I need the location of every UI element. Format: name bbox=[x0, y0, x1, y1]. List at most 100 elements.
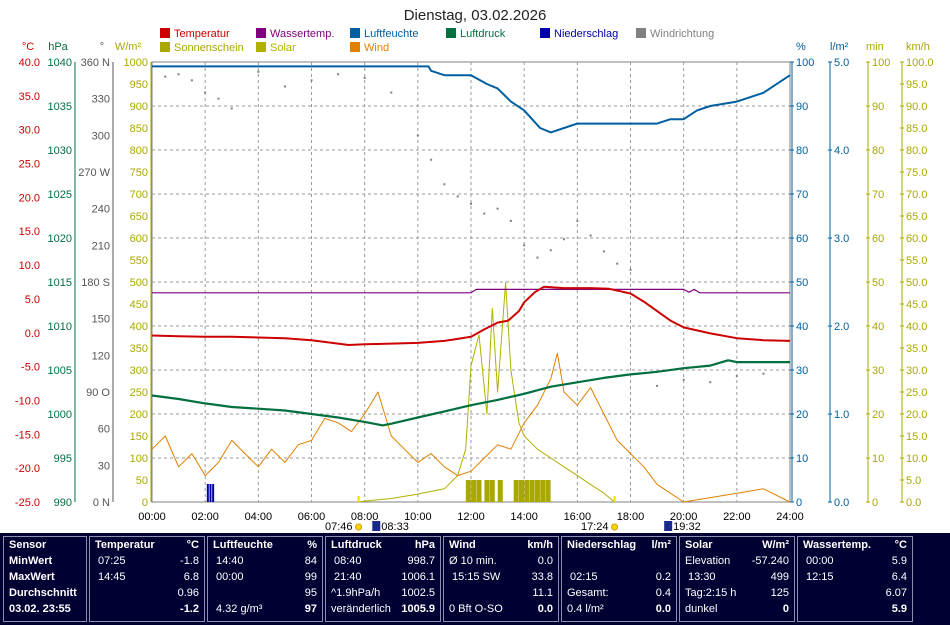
axis-tick-label: 65.0 bbox=[906, 211, 927, 223]
wind-direction-point bbox=[390, 91, 393, 94]
axis-tick-label: 0 bbox=[796, 497, 802, 509]
axis-tick-label: 550 bbox=[130, 255, 148, 267]
wind-direction-point bbox=[363, 76, 366, 79]
stats-row-label: MinWert bbox=[9, 555, 53, 567]
axis-tick-label: 30 bbox=[98, 460, 110, 472]
moon-icon bbox=[664, 521, 673, 531]
axis-tick-label: 0 N bbox=[93, 497, 110, 509]
stats-value: 0.0 bbox=[655, 603, 671, 615]
axis-tick-label: 95.0 bbox=[906, 79, 927, 91]
x-tick-label: 14:00 bbox=[510, 511, 538, 523]
stats-precip-column: Niederschlag l/m² 02:15 0.2 Gesamt: 0.4 0.4… bbox=[561, 536, 677, 622]
stats-time: 12:15 bbox=[806, 571, 834, 583]
axis-tick-label: -15.0 bbox=[15, 429, 40, 441]
axis-tick-label: 1000 bbox=[48, 409, 72, 421]
axis-tick-label: 3.0 bbox=[834, 233, 849, 245]
axis-tick-label: -20.0 bbox=[15, 463, 40, 475]
stats-sensor-column: Sensor MinWert MaxWert Durchschnitt 03.0… bbox=[3, 536, 87, 622]
axis-tick-label: 1000 bbox=[124, 57, 148, 69]
axis-tick-label: 0.0 bbox=[25, 328, 40, 340]
wind-direction-point bbox=[456, 195, 459, 198]
axis-tick-label: 250 bbox=[130, 387, 148, 399]
x-tick-label: 24:00 bbox=[776, 511, 804, 523]
axis-tick-label: 1025 bbox=[48, 189, 72, 201]
axis-tick-label: 60 bbox=[872, 233, 884, 245]
stats-unit: W/m² bbox=[762, 539, 789, 551]
stats-pressure-column: Luftdruck hPa 08:40 998.7 21:40 1006.1 ^1.9… bbox=[325, 536, 441, 622]
stats-value: 84 bbox=[304, 555, 317, 567]
axis-tick-label: 0 bbox=[872, 497, 878, 509]
axis-tick-label: 150 bbox=[130, 431, 148, 443]
axis-tick-label: 90 bbox=[872, 101, 884, 113]
axis-unit: km/h bbox=[906, 41, 930, 53]
wind-direction-point bbox=[509, 219, 512, 222]
stats-unit: °C bbox=[186, 539, 199, 551]
axes: °C 40.0 35.0 30.0 25.0 20.0 15.0 10.0 5.0 0.0 -5.0… bbox=[15, 41, 934, 523]
sonnenschein-bar bbox=[529, 480, 535, 502]
legend-swatch bbox=[160, 42, 170, 52]
stats-title: Luftdruck bbox=[331, 539, 382, 551]
moon-time-label: 08:33 bbox=[381, 521, 409, 533]
axis-tick-label: 40 bbox=[796, 321, 808, 333]
axis-tick-label: 60 bbox=[796, 233, 808, 245]
axis-unit: % bbox=[796, 41, 806, 53]
axis-tick-label: 60.0 bbox=[906, 233, 927, 245]
axis-tick-label: 85.0 bbox=[906, 123, 927, 135]
axis-tick-label: 100.0 bbox=[906, 57, 934, 69]
axis-tick-label: 1040 bbox=[48, 57, 72, 69]
stats-time: 14:40 bbox=[216, 555, 244, 567]
wind-direction-point bbox=[337, 73, 340, 76]
wind-direction-point bbox=[762, 372, 765, 375]
axis-tick-label: 995 bbox=[54, 453, 72, 465]
sonnenschein-bar bbox=[534, 480, 540, 502]
sunrise-icon bbox=[355, 523, 363, 531]
sonnenschein-bar bbox=[476, 480, 482, 502]
axis-tick-label: 45.0 bbox=[906, 299, 927, 311]
sun-markers: 07:46 08:33 17:24 19:32 bbox=[325, 496, 701, 533]
legend-swatch bbox=[636, 28, 646, 38]
axis-tick-label: 100 bbox=[130, 453, 148, 465]
axis-tick-label: 35.0 bbox=[906, 343, 927, 355]
axis-tick-label: 750 bbox=[130, 167, 148, 179]
stats-value: 11.1 bbox=[532, 587, 553, 599]
axis-tick-label: 1020 bbox=[48, 233, 72, 245]
axis-tick-label: 60 bbox=[98, 424, 110, 436]
axis-tick-label: 850 bbox=[130, 123, 148, 135]
axis-tick-label: 90 bbox=[796, 101, 808, 113]
axis-tick-label: 180 S bbox=[81, 277, 110, 289]
axis-tick-label: 5.0 bbox=[25, 294, 40, 306]
legend-swatch bbox=[256, 28, 266, 38]
sonnenschein-bar bbox=[540, 480, 546, 502]
wind-direction-point bbox=[549, 249, 552, 252]
axis-tick-label: 240 bbox=[92, 204, 110, 216]
temperatur-line bbox=[151, 285, 791, 346]
stats-unit: % bbox=[307, 539, 317, 551]
sonnenschein-bar bbox=[519, 480, 525, 502]
axis-unit: °C bbox=[22, 41, 34, 53]
sunset-time-label: 17:24 bbox=[581, 521, 609, 533]
stats-time: 21:40 bbox=[334, 571, 362, 583]
axis-tick-label: 0.0 bbox=[906, 497, 921, 509]
stats-time: 08:40 bbox=[334, 555, 362, 567]
wind-direction-point bbox=[536, 256, 539, 259]
x-tick-label: 22:00 bbox=[723, 511, 751, 523]
axis-tick-label: 360 N bbox=[81, 57, 110, 69]
axis-tick-label: 950 bbox=[130, 79, 148, 91]
axis-tick-label: 30.0 bbox=[906, 365, 927, 377]
wind-direction-point bbox=[416, 134, 419, 137]
stats-label: Ø 10 min. bbox=[449, 555, 497, 567]
wind-direction-point bbox=[217, 97, 220, 100]
stats-value: 33.8 bbox=[531, 571, 553, 583]
axis-tick-label: 270 W bbox=[78, 167, 110, 179]
stats-value: 0.4 bbox=[655, 587, 671, 599]
legend-swatch bbox=[256, 42, 266, 52]
stats-time: 07:25 bbox=[98, 555, 126, 567]
axis-tick-label: 90.0 bbox=[906, 101, 927, 113]
legend: Temperatur Wassertemp. Luftfeuchte Luftdruc… bbox=[160, 28, 714, 54]
wind-direction-point bbox=[589, 234, 592, 237]
axis-tick-label: 15.0 bbox=[906, 431, 927, 443]
legend-label: Solar bbox=[270, 42, 296, 54]
wind-direction-point bbox=[204, 91, 207, 94]
wind-line bbox=[151, 352, 791, 503]
stats-time: 13:30 bbox=[688, 571, 716, 583]
